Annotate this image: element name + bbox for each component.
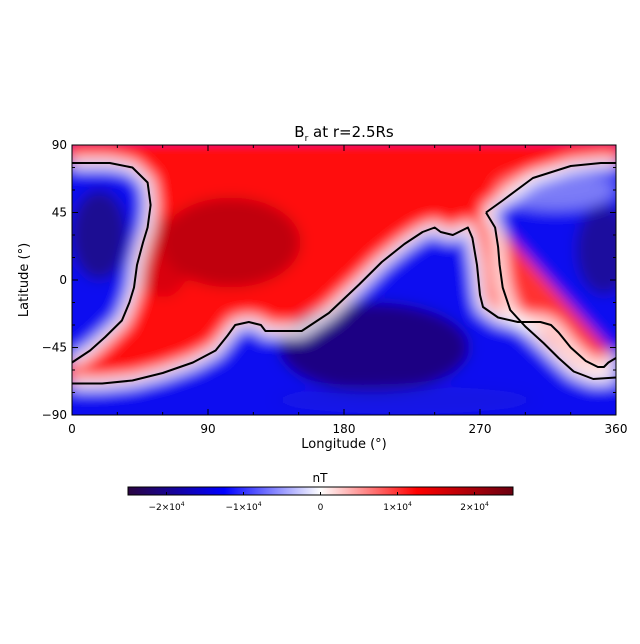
colorbar-tick-label: −2×104 — [148, 501, 184, 513]
y-tick-label: 90 — [52, 138, 67, 152]
x-axis-ticks: 0 90 180 270 360 — [68, 145, 627, 436]
x-tick-label: 360 — [605, 422, 628, 436]
field-west-core — [72, 190, 128, 280]
x-tick-label: 0 — [68, 422, 76, 436]
chart-title: Br at r=2.5Rs — [294, 123, 394, 144]
colorbar-tick-label: 2×104 — [460, 501, 489, 513]
field-negative-core — [279, 302, 470, 393]
heatmap-field — [72, 145, 616, 415]
field-shading — [72, 145, 616, 415]
x-tick-label: 270 — [469, 422, 492, 436]
y-axis-label: Latitude (°) — [17, 243, 32, 317]
x-tick-label: 180 — [333, 422, 356, 436]
y-tick-label: −45 — [42, 341, 67, 355]
neutral-line-west — [72, 162, 152, 364]
y-tick-label: 45 — [52, 206, 67, 220]
neutral-lines — [72, 162, 616, 385]
colorbar-tick-label: −1×104 — [225, 501, 261, 513]
neutral-line-main — [72, 226, 616, 385]
x-axis-label: Longitude (°) — [301, 437, 386, 452]
field-positive-core — [160, 197, 301, 288]
colorbar-label: nT — [313, 471, 329, 485]
field-southeast-tongue — [472, 212, 616, 379]
colorbar-tick-label: 0 — [318, 503, 324, 513]
neutral-line-southeast — [485, 211, 616, 380]
y-axis-ticks: 90 45 0 −45 −90 — [42, 138, 616, 422]
colorbar-tick-label: 1×104 — [383, 501, 412, 513]
y-tick-label: 0 — [59, 273, 67, 287]
halo-northeast — [495, 170, 616, 210]
field-east-core — [575, 205, 616, 295]
neutral-line-east — [485, 162, 616, 214]
x-tick-label: 90 — [200, 422, 215, 436]
field-south-band — [274, 386, 535, 414]
colorbar-ticks: −2×104 −1×104 0 1×104 2×104 — [148, 492, 489, 513]
y-tick-label: −90 — [42, 408, 67, 422]
